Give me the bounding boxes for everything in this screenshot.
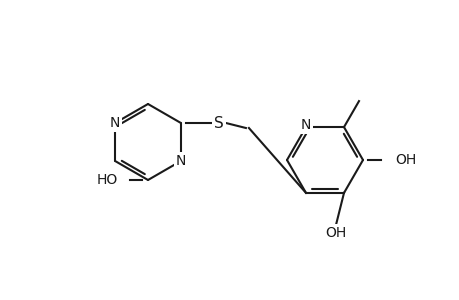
Text: OH: OH	[325, 226, 346, 240]
Text: S: S	[213, 116, 223, 130]
Text: N: N	[300, 118, 310, 132]
Text: N: N	[175, 154, 186, 168]
Text: N: N	[110, 116, 120, 130]
Text: OH: OH	[394, 153, 415, 167]
Text: HO: HO	[96, 173, 118, 187]
